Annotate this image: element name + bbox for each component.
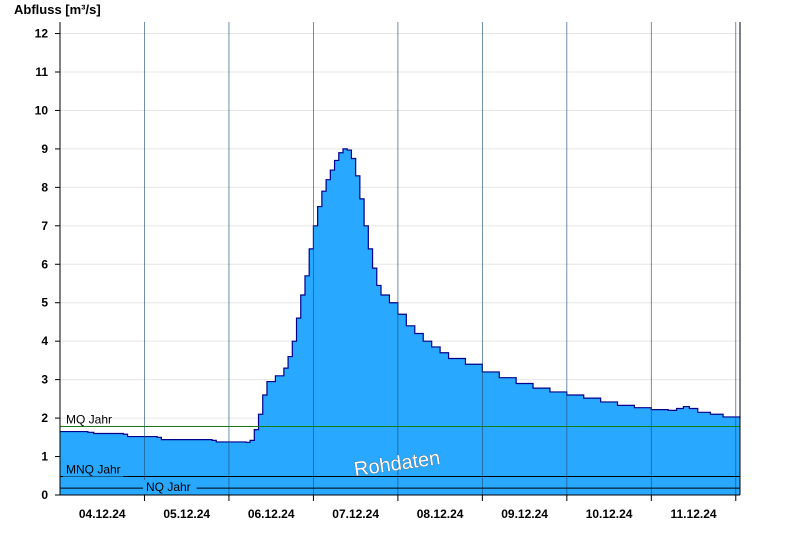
axes xyxy=(55,22,741,501)
x-tick-label: 11.12.24 xyxy=(671,507,717,521)
y-tick-label: 8 xyxy=(41,180,48,194)
discharge-area-fill xyxy=(60,148,740,495)
y-tick-label: 11 xyxy=(35,65,48,79)
grid-lines xyxy=(60,33,740,458)
x-tick-label: 06.12.24 xyxy=(248,507,295,521)
day-separator-lines xyxy=(144,22,737,495)
discharge-area xyxy=(60,148,741,495)
reference-label-bg xyxy=(143,480,197,495)
x-tick-label: 09.12.24 xyxy=(501,507,548,521)
reference-lines: MQ Jahr MNQ Jahr NQ Jahr xyxy=(60,413,740,495)
y-tick-label: 0 xyxy=(41,488,48,502)
y-tick-label: 6 xyxy=(41,257,48,271)
y-tick-label: 2 xyxy=(41,411,48,425)
y-tick-label: 7 xyxy=(41,219,48,233)
x-tick-label: 04.12.24 xyxy=(79,507,126,521)
reference-label-bg xyxy=(63,462,124,477)
discharge-line xyxy=(60,148,741,443)
x-tick-label: 05.12.24 xyxy=(163,507,210,521)
y-tick-label: 5 xyxy=(41,296,48,310)
x-tick-label: 08.12.24 xyxy=(417,507,464,521)
reference-line-label: MQ Jahr xyxy=(66,413,112,427)
x-tick-label: 07.12.24 xyxy=(332,507,379,521)
y-tick-label: 1 xyxy=(41,450,48,464)
reference-line-label: NQ Jahr xyxy=(146,480,191,494)
x-tick-label: 10.12.24 xyxy=(586,507,633,521)
y-tick-label: 3 xyxy=(41,373,48,387)
y-tick-label: 9 xyxy=(41,142,48,156)
y-axis-title: Abfluss [m³/s] xyxy=(14,2,101,17)
y-tick-label: 4 xyxy=(41,334,48,348)
y-tick-label: 12 xyxy=(35,27,49,41)
reference-line-label: MNQ Jahr xyxy=(66,463,121,477)
y-tick-label: 10 xyxy=(35,103,49,117)
